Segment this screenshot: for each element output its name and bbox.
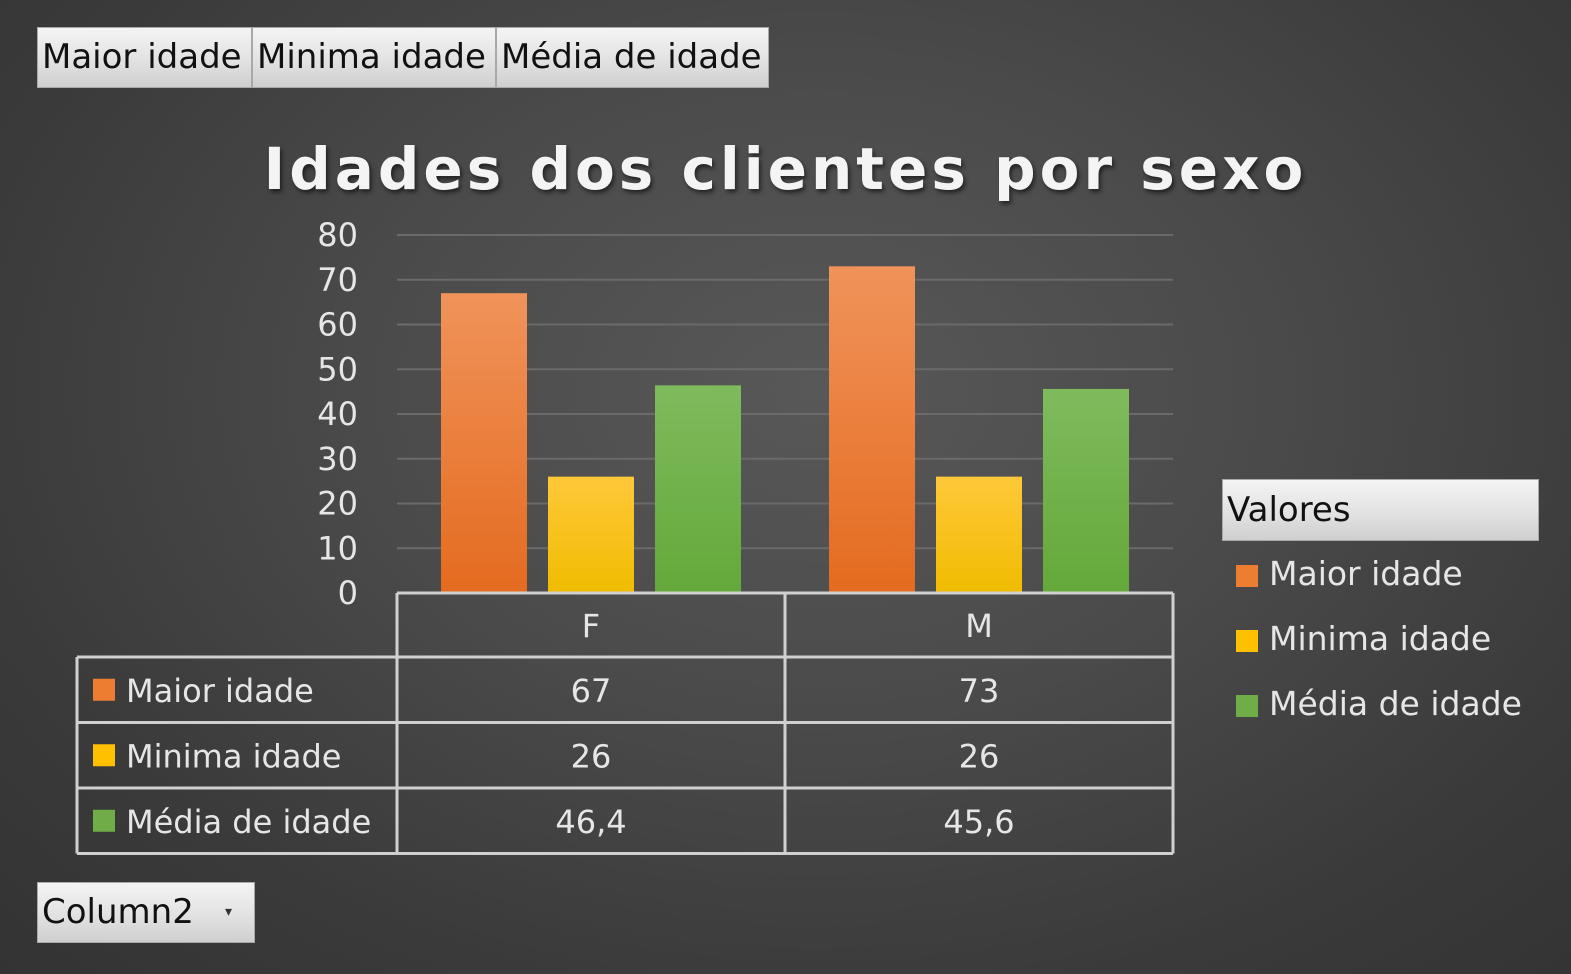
data-table-value: 67 — [571, 672, 612, 710]
dropdown-arrow-icon: ▾ — [224, 904, 232, 920]
y-tick-label: 40 — [317, 395, 358, 433]
x-category-label: M — [965, 607, 993, 645]
bar-m-series-1 — [936, 476, 1022, 593]
bar-m-series-0 — [829, 266, 915, 593]
field-button-minima-idade[interactable]: Minima idade — [252, 27, 496, 88]
column2-filter-dropdown[interactable]: Column2 ▾ — [37, 882, 255, 943]
table-row-label: Média de idade — [126, 803, 371, 841]
legend-swatch — [1236, 565, 1258, 587]
bar-m-series-2 — [1043, 388, 1129, 593]
data-table-value: 73 — [959, 672, 1000, 710]
y-tick-label: 30 — [317, 440, 358, 478]
y-tick-label: 80 — [317, 216, 358, 254]
legend-item-maior-idade: Maior idade — [1236, 554, 1463, 594]
bar-f-series-1 — [548, 476, 634, 593]
legend-label: Maior idade — [1269, 554, 1463, 593]
data-table-value: 46,4 — [555, 803, 626, 841]
data-table-value: 26 — [571, 737, 612, 775]
legend-label: Minima idade — [1269, 619, 1492, 658]
y-tick-label: 70 — [317, 261, 358, 299]
table-row-label: Maior idade — [126, 672, 314, 710]
y-tick-label: 50 — [317, 350, 358, 388]
y-tick-label: 20 — [317, 485, 358, 523]
table-row-label: Minima idade — [126, 737, 341, 775]
legend-label: Média de idade — [1269, 684, 1522, 723]
legend-field-button-valores[interactable]: Valores — [1222, 479, 1539, 541]
table-legend-key — [93, 809, 115, 832]
y-tick-label: 10 — [317, 529, 358, 567]
field-button-media-de-idade[interactable]: Média de idade — [496, 27, 769, 88]
bar-f-series-0 — [441, 293, 527, 593]
table-legend-key — [93, 744, 115, 767]
chart-title: Idades dos clientes por sexo — [263, 135, 1308, 203]
legend-item-media-de-idade: Média de idade — [1236, 684, 1522, 724]
field-button-maior-idade[interactable]: Maior idade — [37, 27, 252, 88]
filter-label: Column2 — [42, 892, 194, 932]
x-category-label: F — [582, 607, 600, 645]
bar-f-series-2 — [655, 385, 741, 593]
legend-item-minima-idade: Minima idade — [1236, 619, 1491, 659]
y-tick-label: 60 — [317, 306, 358, 344]
y-tick-label: 0 — [338, 574, 358, 612]
legend-swatch — [1236, 630, 1258, 652]
data-table-value: 45,6 — [943, 803, 1014, 841]
legend-swatch — [1236, 695, 1258, 717]
table-legend-key — [93, 678, 115, 701]
data-table-value: 26 — [959, 737, 1000, 775]
